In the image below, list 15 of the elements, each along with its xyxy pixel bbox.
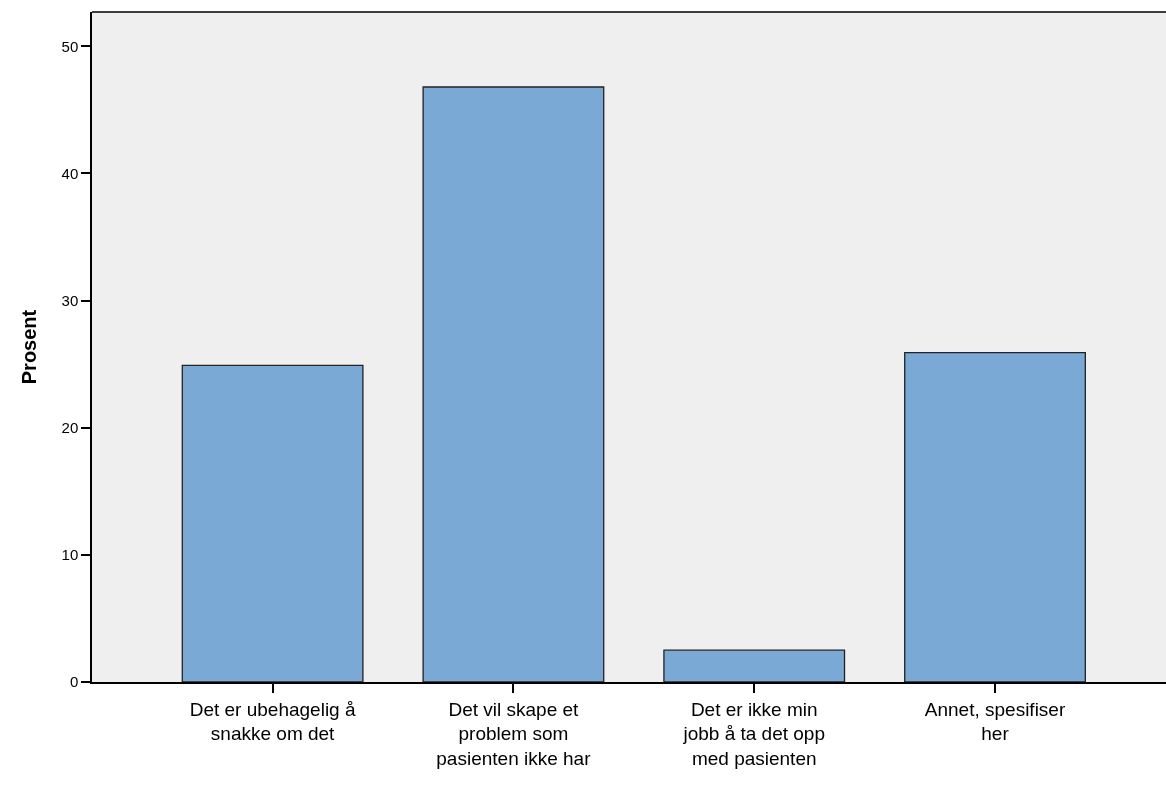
y-tick-label: 10 xyxy=(61,546,79,564)
y-tick-label: 0 xyxy=(69,673,79,691)
x-tick-label: Det er ubehagelig å snakke om det xyxy=(189,698,356,745)
x-tick-label: Annet, spesifiser her xyxy=(924,698,1066,745)
bar xyxy=(181,364,364,682)
y-tick-label: 20 xyxy=(61,418,79,436)
y-axis-title: Prosent xyxy=(17,309,40,385)
x-tick-label: Det vil skape et problem som pasienten ikke har xyxy=(436,698,592,769)
y-tick-label: 50 xyxy=(61,37,79,55)
bar xyxy=(904,352,1086,682)
x-tick-label: Det er ikke min jobb å ta det opp med pasienten xyxy=(682,698,826,769)
bar xyxy=(663,649,846,682)
y-tick-label: 30 xyxy=(61,291,79,309)
bar xyxy=(422,86,605,682)
y-tick-label: 40 xyxy=(61,164,79,182)
